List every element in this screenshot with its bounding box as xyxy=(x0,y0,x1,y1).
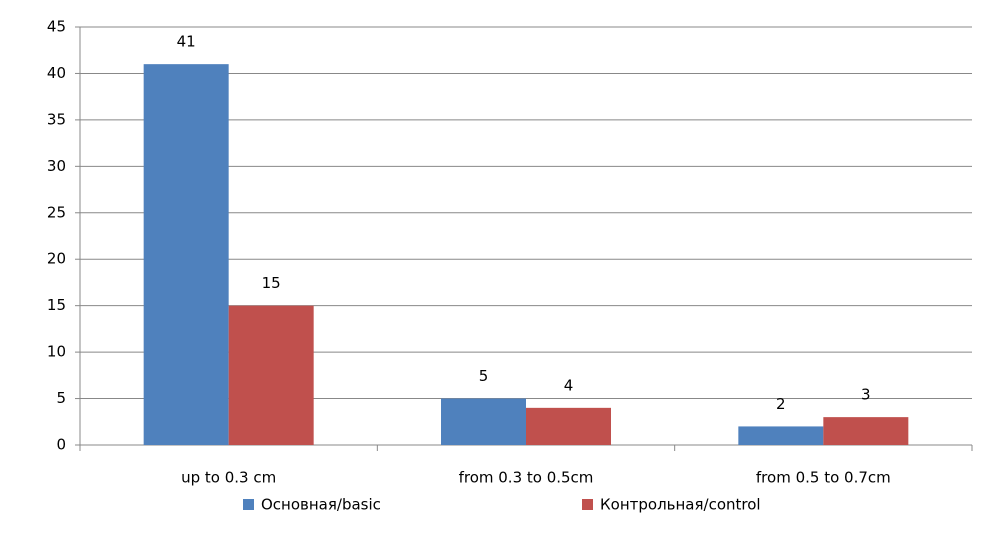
bar xyxy=(228,305,314,445)
data-label: 2 xyxy=(776,395,786,413)
x-tick-label: up to 0.3 cm xyxy=(181,469,276,487)
y-tick-label: 5 xyxy=(56,389,66,407)
data-label: 15 xyxy=(262,274,281,292)
y-tick-label: 25 xyxy=(47,203,66,221)
data-label: 41 xyxy=(177,33,196,51)
y-tick-label: 15 xyxy=(47,296,66,314)
data-label: 4 xyxy=(564,376,574,394)
x-tick-label: from 0.3 to 0.5cm xyxy=(459,469,594,487)
data-label: 3 xyxy=(861,386,871,404)
y-tick-label: 0 xyxy=(56,436,66,454)
y-tick-label: 10 xyxy=(47,343,66,361)
data-label: 5 xyxy=(479,367,489,385)
bar xyxy=(441,398,526,445)
y-tick-label: 30 xyxy=(47,157,66,175)
y-tick-label: 45 xyxy=(47,18,66,36)
legend-label: Контрольная/control xyxy=(600,496,761,514)
bar xyxy=(526,407,611,445)
bar xyxy=(738,426,824,445)
legend-swatch xyxy=(243,499,254,510)
y-tick-label: 35 xyxy=(47,110,66,128)
y-tick-label: 20 xyxy=(47,250,66,268)
x-tick-label: from 0.5 to 0.7cm xyxy=(756,469,891,487)
bar xyxy=(823,417,909,445)
bar xyxy=(143,64,229,446)
y-tick-label: 40 xyxy=(47,64,66,82)
legend-label: Основная/basic xyxy=(261,496,381,514)
legend-swatch xyxy=(582,499,593,510)
